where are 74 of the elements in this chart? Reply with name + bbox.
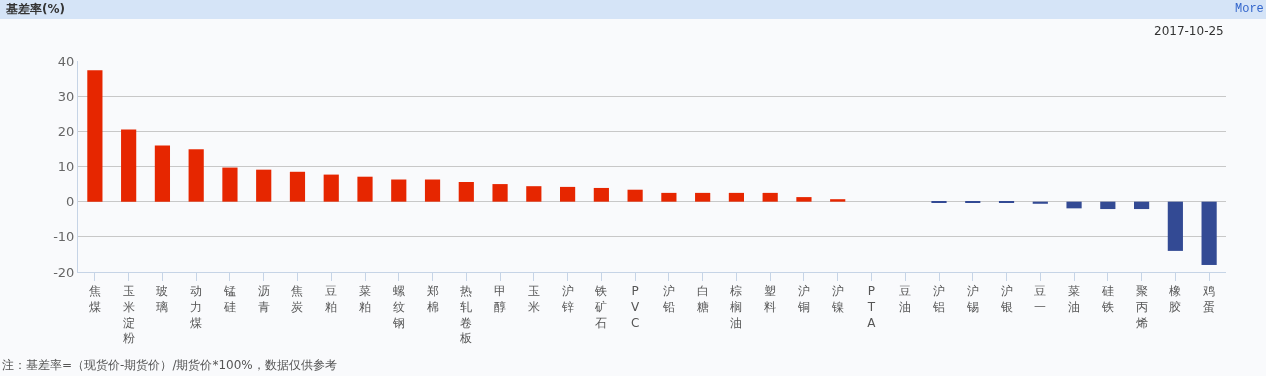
bar xyxy=(256,169,272,202)
x-tick-label: 白糖 xyxy=(696,284,709,314)
bar xyxy=(492,184,508,202)
x-tick-label: 棕榈油 xyxy=(730,284,743,330)
x-tick-label: 郑棉 xyxy=(426,284,439,314)
bar xyxy=(593,187,609,202)
bar xyxy=(1133,201,1150,210)
x-tick-label: 豆粕 xyxy=(325,284,338,314)
bar xyxy=(627,189,643,202)
x-tick-label: 玻璃 xyxy=(156,284,169,314)
bar xyxy=(661,192,677,202)
x-tick-label: 玉米 xyxy=(527,284,540,314)
x-tick-label: 热轧卷板 xyxy=(459,284,473,346)
bar xyxy=(154,145,171,202)
x-tick-label: 焦炭 xyxy=(291,284,304,314)
x-tick-label: 豆油 xyxy=(899,284,912,314)
x-tick-label: 沪铜 xyxy=(796,284,810,314)
x-tick-label: 豆一 xyxy=(1034,284,1047,314)
bar xyxy=(1100,201,1116,210)
y-tick-label: 30 xyxy=(57,88,75,104)
y-tick-label: 20 xyxy=(57,123,75,139)
x-tick-label: 菜油 xyxy=(1068,284,1081,314)
x-tick-label: 塑料 xyxy=(764,284,777,314)
x-tick-label: 菜粕 xyxy=(359,284,371,314)
bar xyxy=(289,171,306,202)
y-tick-label: -10 xyxy=(53,229,75,245)
bar xyxy=(695,192,711,202)
bar xyxy=(1201,201,1217,265)
text: 注：基差率=（现货价-期货价）/期货价*100%，数据仅供参考 xyxy=(2,358,337,372)
bar xyxy=(87,70,103,202)
bar xyxy=(796,197,812,202)
x-tick-label: PVC xyxy=(630,284,641,330)
bar xyxy=(1032,201,1048,204)
x-tick-label: 沥青 xyxy=(257,284,270,314)
x-tick-label: 沪铅 xyxy=(661,284,675,314)
bar xyxy=(1167,201,1183,251)
x-tick-label: 鸡蛋 xyxy=(1202,284,1216,314)
bar xyxy=(121,129,137,202)
x-tick-label: 沪锌 xyxy=(560,284,574,314)
bar xyxy=(1066,201,1082,209)
x-tick-label: 沪铝 xyxy=(932,284,945,314)
text: More xyxy=(1235,2,1264,16)
bar xyxy=(424,179,441,202)
bar xyxy=(391,179,407,202)
x-tick-label: 橡胶 xyxy=(1169,284,1182,314)
y-tick-label: -20 xyxy=(53,264,75,280)
x-tick-label: 甲醇 xyxy=(494,284,507,314)
chart-subtitle: 2017-10-25 xyxy=(1154,24,1224,38)
y-tick-label: 0 xyxy=(66,194,75,210)
x-tick-label: 锰硅 xyxy=(222,284,236,314)
bar xyxy=(762,192,778,202)
bar xyxy=(830,199,846,202)
x-tick-label: 玉米淀粉 xyxy=(122,284,135,346)
x-tick-label: 螺纹钢 xyxy=(391,284,405,330)
bar xyxy=(357,176,373,202)
bar xyxy=(559,186,576,202)
x-tick-label: PTA xyxy=(866,284,877,330)
y-tick-label: 40 xyxy=(57,53,75,69)
x-tick-label: 沪锡 xyxy=(965,284,979,314)
x-tick-label: 沪镍 xyxy=(830,284,844,314)
y-tick-label: 10 xyxy=(57,159,75,175)
bar xyxy=(323,174,339,202)
bar xyxy=(458,181,474,202)
x-tick-label: 沪银 xyxy=(999,284,1013,314)
x-tick-label: 铁矿石 xyxy=(594,284,608,330)
bar xyxy=(222,167,238,202)
bar xyxy=(188,149,204,202)
chart-title: 基差率(%) xyxy=(5,2,65,16)
x-tick-label: 聚丙烯 xyxy=(1135,284,1148,330)
x-tick-label: 动力煤 xyxy=(190,284,203,330)
x-tick-label: 焦煤 xyxy=(88,284,101,314)
bar xyxy=(728,192,745,202)
x-tick-label: 硅铁 xyxy=(1100,284,1114,314)
bar xyxy=(526,186,542,202)
